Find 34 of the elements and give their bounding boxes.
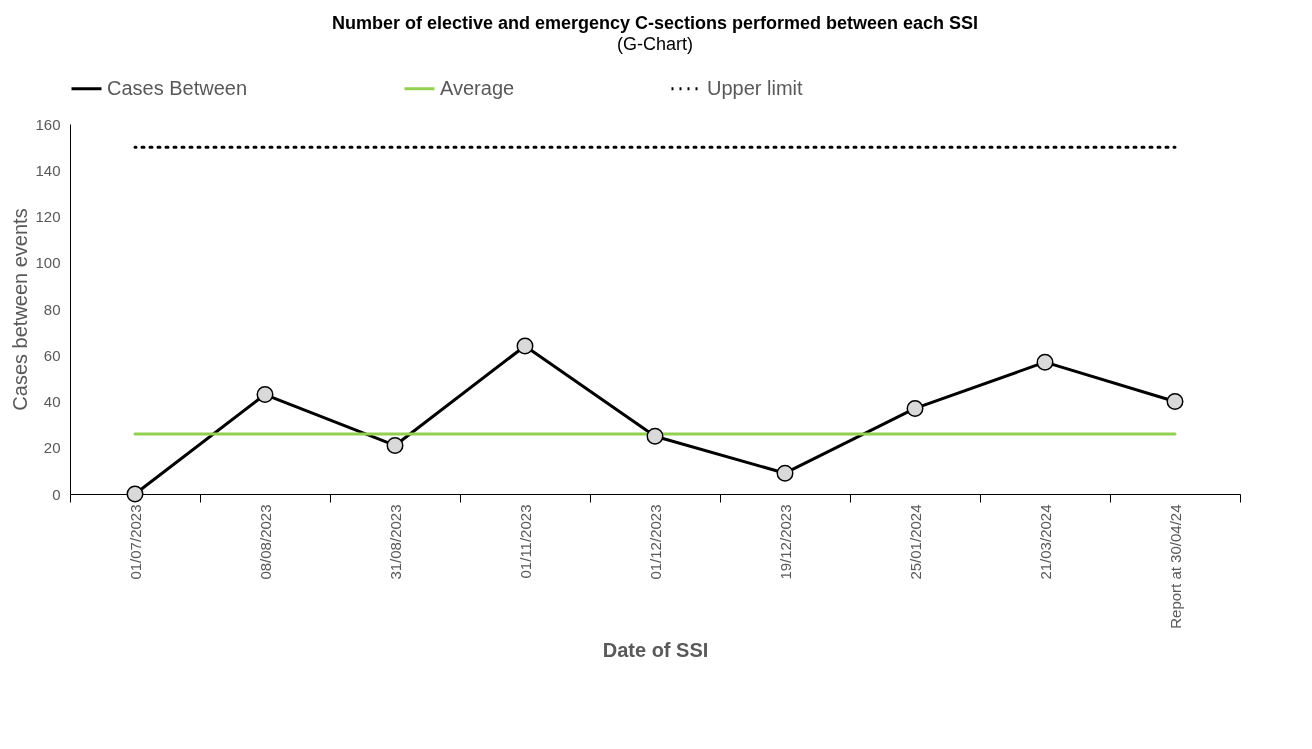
point	[386, 436, 404, 454]
x-tick-label: 19/12/2023	[776, 504, 794, 580]
x-tick-label: 01/11/2023	[516, 504, 534, 579]
y-tick-label: 120	[35, 208, 61, 225]
legend-label: Average	[440, 76, 515, 99]
x-tick-label: 01/12/2023	[646, 504, 664, 580]
point	[776, 464, 794, 482]
x-tick-label: 21/03/2024	[1036, 504, 1054, 580]
y-tick-label: 80	[43, 300, 61, 318]
point	[126, 485, 144, 503]
y-tick-label: 40	[43, 393, 61, 410]
point	[516, 337, 534, 355]
y-tick-label: 0	[52, 485, 61, 503]
y-axis-title: Cases between events	[9, 208, 32, 411]
point	[906, 399, 924, 417]
point	[1036, 353, 1054, 371]
legend-label: Cases Between	[107, 76, 248, 99]
y-tick-label: 60	[43, 346, 61, 364]
x-tick-label: 25/01/2024	[906, 504, 924, 580]
x-tick-label: 31/08/2023	[386, 504, 404, 580]
point	[256, 386, 274, 404]
chart-title: Number of elective and emergency C-sections performed between each SSI	[331, 13, 979, 33]
y-tick-label: 140	[35, 161, 61, 179]
y-tick-label: 100	[35, 254, 61, 272]
point	[1166, 393, 1184, 410]
y-tick-label: 20	[43, 439, 61, 457]
x-tick-label: Report at 30/04/24	[1166, 504, 1184, 629]
x-axis-title: Date of SSI	[602, 638, 709, 661]
point	[646, 427, 664, 445]
x-tick-label: 08/08/2023	[256, 504, 274, 580]
chart-subtitle: (G-Chart)	[617, 34, 693, 54]
y-tick-label: 160	[35, 115, 61, 133]
legend-label: Upper limit	[707, 76, 804, 99]
x-tick-label: 01/07/2023	[126, 504, 144, 580]
